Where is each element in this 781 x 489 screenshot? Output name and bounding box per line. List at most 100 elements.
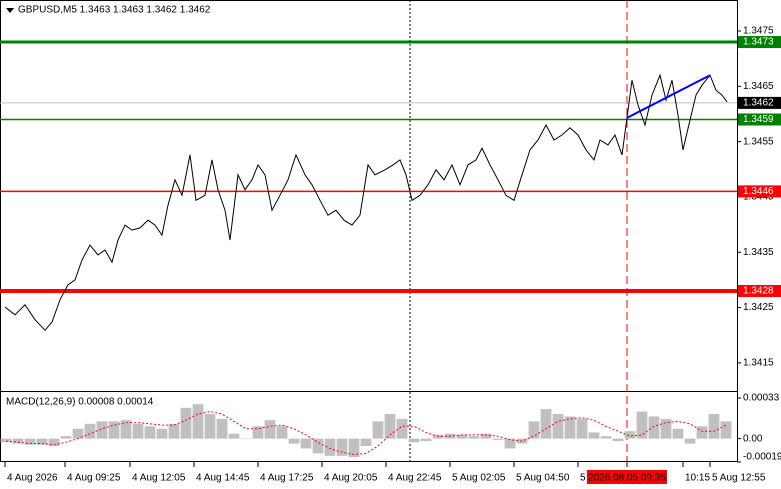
macd-bar: [612, 438, 624, 442]
macd-bar: [36, 438, 48, 445]
macd-bar: [144, 426, 156, 439]
macd-bar: [504, 438, 516, 449]
macd-bar: [552, 414, 564, 439]
macd-bar: [672, 428, 684, 439]
level-label: 1.3446: [743, 186, 774, 197]
macd-bar: [324, 438, 336, 456]
macd-bar: [312, 438, 324, 454]
x-tick-label: 4 Aug 2026: [7, 473, 58, 484]
macd-bar: [180, 407, 192, 439]
level-label: 1.3428: [743, 286, 774, 297]
y-tick-label: 0.00033: [743, 393, 780, 404]
macd-bar: [396, 418, 408, 439]
macd-bar: [120, 420, 132, 439]
macd-bar: [24, 438, 36, 445]
macd-bar: [12, 438, 24, 444]
macd-bar: [96, 421, 108, 439]
cursor-time-box: [587, 470, 667, 484]
macd-bar: [432, 434, 444, 439]
macd-bar: [228, 433, 240, 439]
x-tick-label: 4 Aug 17:25: [260, 473, 314, 484]
x-tick-label: 5 Aug 02:05: [452, 473, 506, 484]
y-tick-label: 1.3465: [743, 81, 774, 92]
macd-bar: [240, 438, 252, 440]
x-tick-label: 4 Aug 12:05: [132, 473, 186, 484]
x-tick-label: 4 Aug 22:45: [388, 473, 442, 484]
macd-bar: [72, 428, 84, 439]
macd-bar: [624, 431, 636, 439]
last-price-box: [738, 96, 781, 109]
macd-bar: [708, 414, 720, 439]
y-tick-label: 1.3455: [743, 136, 774, 147]
price-line: [4, 73, 728, 332]
x-tick-label: 5 Aug 12:55: [712, 473, 766, 484]
macd-bar: [300, 438, 312, 449]
cursor-time-label: 2026.08.05 09:35: [588, 473, 666, 484]
y-tick-label: 1.3435: [743, 247, 774, 258]
macd-bar: [204, 414, 216, 439]
x-tick-label: 4 Aug 14:45: [196, 473, 250, 484]
macd-bar: [564, 416, 576, 439]
macd-bar: [648, 416, 660, 439]
level-label: 1.3459: [743, 114, 774, 125]
macd-bar: [384, 414, 396, 439]
macd-bar: [636, 411, 648, 439]
macd-bar: [468, 436, 480, 439]
x-tick-label: 5: [580, 473, 586, 484]
macd-bar: [480, 433, 492, 439]
y-tick-label: 1.3475: [743, 26, 774, 37]
x-tick-label: 5 Aug 04:50: [516, 473, 570, 484]
macd-bar: [420, 438, 432, 442]
macd-title: MACD(12,26,9) 0.00008 0.00014: [6, 397, 154, 408]
macd-bar: [684, 438, 696, 444]
macd-bar: [600, 436, 612, 439]
macd-bar: [336, 438, 348, 456]
signal-line: [5, 410, 727, 456]
trendline: [626, 74, 711, 119]
macd-bar: [492, 438, 504, 440]
macd-bar: [288, 438, 300, 444]
macd-bar: [276, 426, 288, 439]
macd-bar: [456, 434, 468, 439]
macd-bar: [720, 421, 732, 439]
macd-bar: [156, 428, 168, 439]
y-tick-label: 0.00: [743, 433, 763, 444]
macd-bar: [48, 438, 60, 446]
chart-title: GBPUSD,M5 1.3463 1.3463 1.3462 1.3462: [18, 5, 211, 16]
level-label-box: [738, 113, 781, 126]
macd-bar: [360, 438, 372, 446]
macd-bar: [588, 432, 600, 439]
macd-bar: [132, 423, 144, 439]
macd-bar: [108, 421, 120, 439]
menu-arrow[interactable]: [6, 8, 14, 13]
level-label-box: [738, 36, 781, 49]
macd-bar: [168, 423, 180, 439]
macd-bar: [660, 418, 672, 439]
x-tick-label: 10:15: [685, 473, 710, 484]
level-label-box: [738, 284, 781, 297]
macd-bar: [216, 418, 228, 439]
x-tick-label: 4 Aug 20:05: [324, 473, 378, 484]
y-tick-label: 1.3415: [743, 358, 774, 369]
y-tick-label: 1.3425: [743, 302, 774, 313]
macd-bar: [408, 438, 420, 443]
y-tick-label: -0.00019: [743, 452, 781, 463]
macd-bar: [60, 436, 72, 439]
x-tick-label: 4 Aug 09:25: [67, 473, 121, 484]
macd-bar: [0, 438, 12, 443]
level-label-box: [738, 185, 781, 198]
plot-frame: [0, 0, 738, 462]
macd-bar: [528, 421, 540, 439]
level-label: 1.3473: [743, 37, 774, 48]
macd-bar: [372, 421, 384, 439]
macd-bar: [264, 420, 276, 439]
macd-bar: [576, 418, 588, 439]
macd-bar: [540, 409, 552, 439]
macd-bar: [348, 438, 360, 458]
macd-bar: [252, 426, 264, 439]
last-price-label: 1.3462: [743, 98, 774, 109]
macd-bar: [696, 426, 708, 439]
macd-bar: [192, 404, 204, 439]
